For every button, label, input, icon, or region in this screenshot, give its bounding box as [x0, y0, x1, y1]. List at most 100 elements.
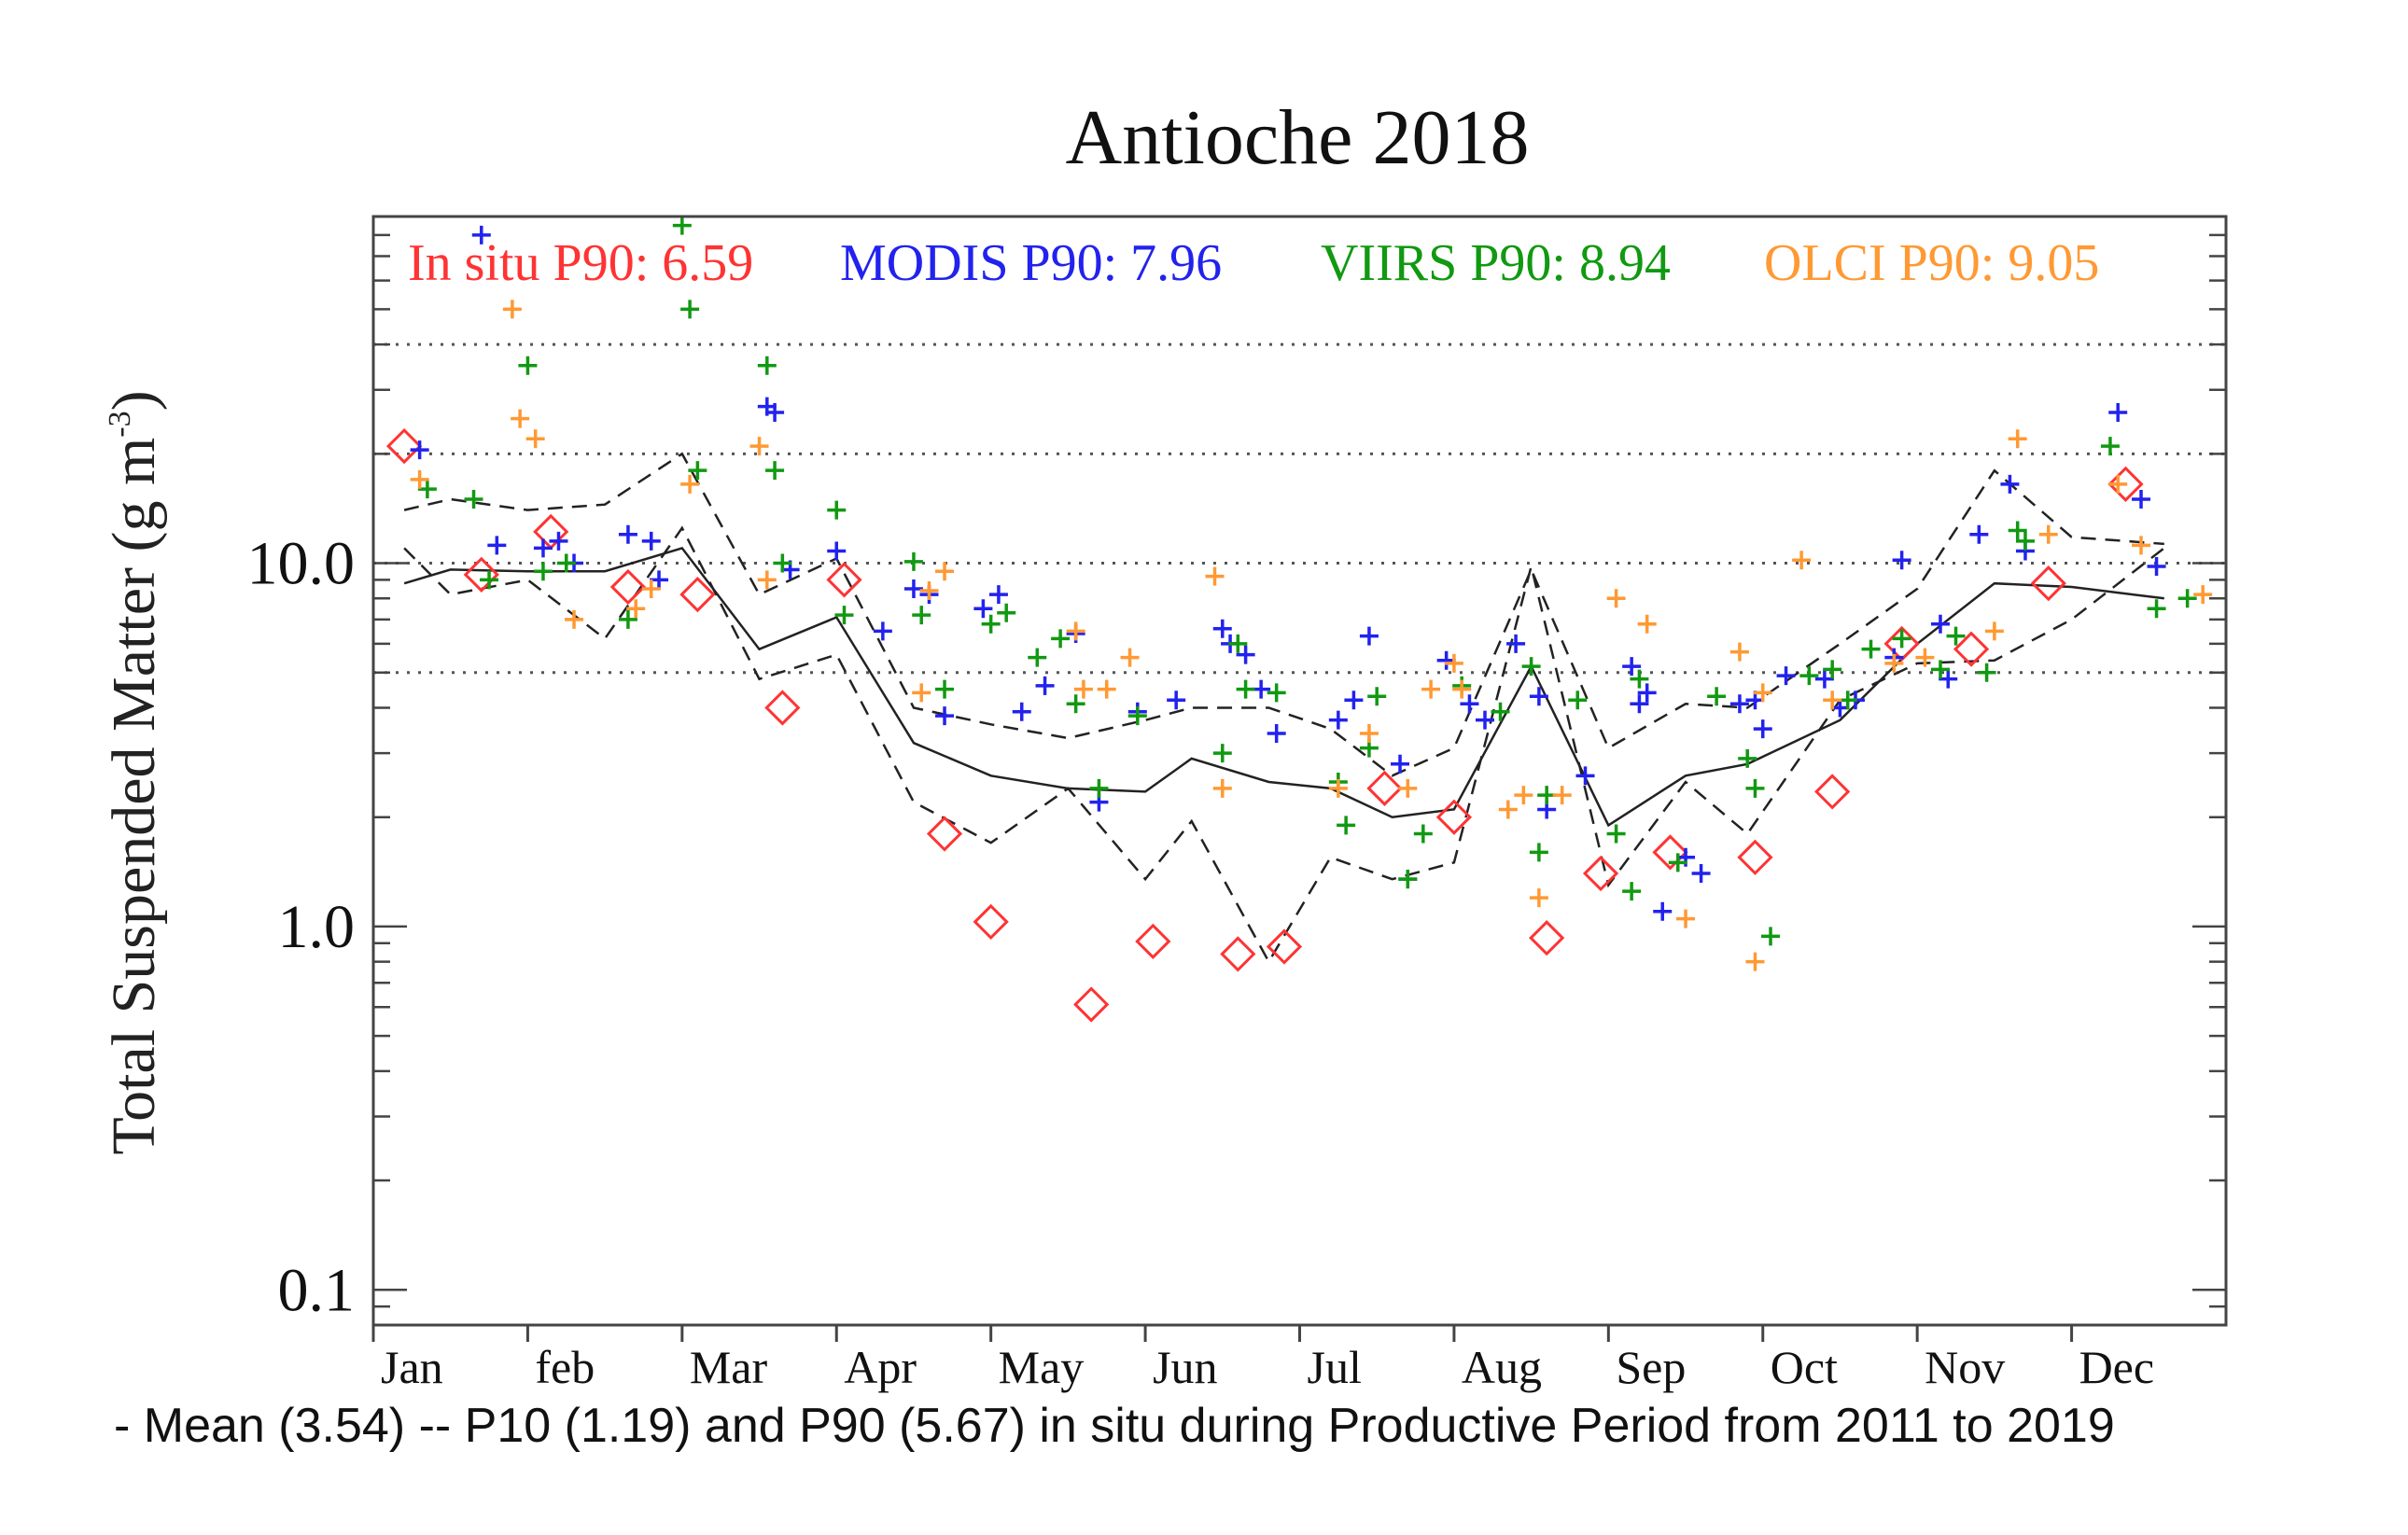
- olci-point: [410, 469, 429, 489]
- olci-point: [1398, 778, 1418, 798]
- modis-point: [1622, 657, 1642, 677]
- modis-point: [1892, 551, 1911, 570]
- viirs-point: [1892, 629, 1911, 649]
- olci-point: [757, 570, 777, 590]
- olci-point: [565, 609, 584, 629]
- in-situ-point: [1220, 936, 1256, 972]
- olci-point: [1552, 786, 1572, 805]
- olci-point: [1792, 551, 1812, 570]
- viirs-point: [2015, 531, 2035, 551]
- chart-title: Antioche 2018: [1066, 94, 1530, 181]
- legend-modis: MODIS P90: 7.96: [840, 234, 1222, 292]
- viirs-point: [2008, 521, 2027, 540]
- modis-point: [1012, 702, 1031, 721]
- in-situ-point: [1266, 928, 1303, 965]
- in-situ-point: [1135, 923, 1171, 959]
- olci-point: [935, 562, 955, 581]
- modis-point: [2108, 402, 2128, 422]
- in-situ-point: [826, 562, 862, 598]
- viirs-point: [997, 603, 1016, 622]
- modis-point: [1167, 691, 1186, 710]
- modis-point: [1344, 691, 1364, 710]
- legend-insitu: In situ P90: 6.59: [408, 234, 753, 292]
- viirs-point: [1051, 629, 1071, 649]
- olci-point: [2108, 474, 2128, 494]
- olci-point: [1097, 679, 1116, 699]
- in-situ-point: [2107, 466, 2144, 502]
- viirs-point: [464, 489, 483, 509]
- modis-point: [641, 531, 661, 551]
- olci-point: [525, 429, 545, 449]
- viirs-point: [1337, 816, 1356, 835]
- modis-point: [618, 524, 637, 544]
- modis-point: [765, 402, 785, 422]
- viirs-point: [1930, 660, 1950, 679]
- olci-point: [1529, 888, 1548, 908]
- modis-point: [873, 621, 892, 641]
- olci-point: [1421, 679, 1441, 699]
- viirs-point: [417, 480, 437, 499]
- modis-point: [1814, 669, 1834, 689]
- olci-point: [1452, 679, 1472, 699]
- olci-point: [1066, 621, 1085, 641]
- modis-point: [1328, 710, 1348, 730]
- olci-point: [1120, 648, 1140, 667]
- in-situ-point: [1529, 920, 1565, 956]
- viirs-point: [2147, 599, 2166, 619]
- x-tick-label: May: [999, 1341, 1085, 1393]
- in-situ-point: [533, 513, 569, 551]
- viirs-point: [1738, 748, 1757, 768]
- x-tick-label: Oct: [1771, 1341, 1838, 1393]
- viirs-point: [1799, 666, 1819, 686]
- olci-point: [2038, 524, 2058, 544]
- viirs-point: [556, 553, 576, 573]
- olci-point: [2132, 536, 2151, 555]
- x-tick-label: Jan: [381, 1341, 443, 1393]
- modis-point: [1753, 719, 1772, 739]
- viirs-point: [1089, 778, 1109, 798]
- in-situ-point: [2030, 565, 2066, 602]
- viirs-point: [2100, 437, 2120, 456]
- modis-point: [1930, 614, 1950, 634]
- modis-point: [973, 599, 993, 619]
- plot-frame: [371, 215, 2228, 1327]
- olci-point: [1498, 800, 1518, 819]
- olci-point: [1212, 778, 1232, 798]
- modis-point: [1391, 754, 1410, 774]
- viirs-point: [1861, 639, 1881, 659]
- viirs-point: [1668, 853, 1687, 872]
- modis-point: [533, 538, 553, 558]
- modis-point: [471, 225, 491, 244]
- viirs-point: [688, 461, 707, 481]
- modis-point: [410, 440, 429, 460]
- viirs-point: [1398, 870, 1418, 889]
- modis-point: [2132, 489, 2151, 509]
- viirs-point: [533, 562, 553, 581]
- viirs-point: [1568, 691, 1588, 710]
- olci-point: [1753, 683, 1772, 703]
- viirs-point: [1977, 663, 1996, 682]
- x-tick-label: Aug: [1462, 1341, 1542, 1393]
- olci-point: [1637, 614, 1657, 634]
- p90-line: [403, 452, 2164, 777]
- in-situ-point: [1737, 839, 1773, 875]
- viirs-point: [1707, 687, 1727, 706]
- olci-point: [1328, 778, 1348, 798]
- in-situ-point: [1953, 631, 1990, 667]
- modis-point: [2000, 474, 2020, 494]
- x-tick-label: feb: [535, 1341, 595, 1393]
- x-tick-label: Apr: [844, 1341, 917, 1393]
- viirs-point: [834, 606, 854, 625]
- olci-point: [1444, 653, 1463, 673]
- viirs-point: [773, 553, 792, 573]
- y-tick-label: 10.0: [247, 530, 356, 598]
- viirs-point: [1267, 683, 1286, 703]
- data-points: [385, 216, 2213, 1023]
- modis-point: [1506, 634, 1526, 653]
- x-tick-label: Jun: [1153, 1341, 1217, 1393]
- modis-point: [935, 706, 955, 726]
- olci-point: [1073, 679, 1093, 699]
- modis-point: [1630, 694, 1649, 714]
- in-situ-point: [1883, 625, 1920, 663]
